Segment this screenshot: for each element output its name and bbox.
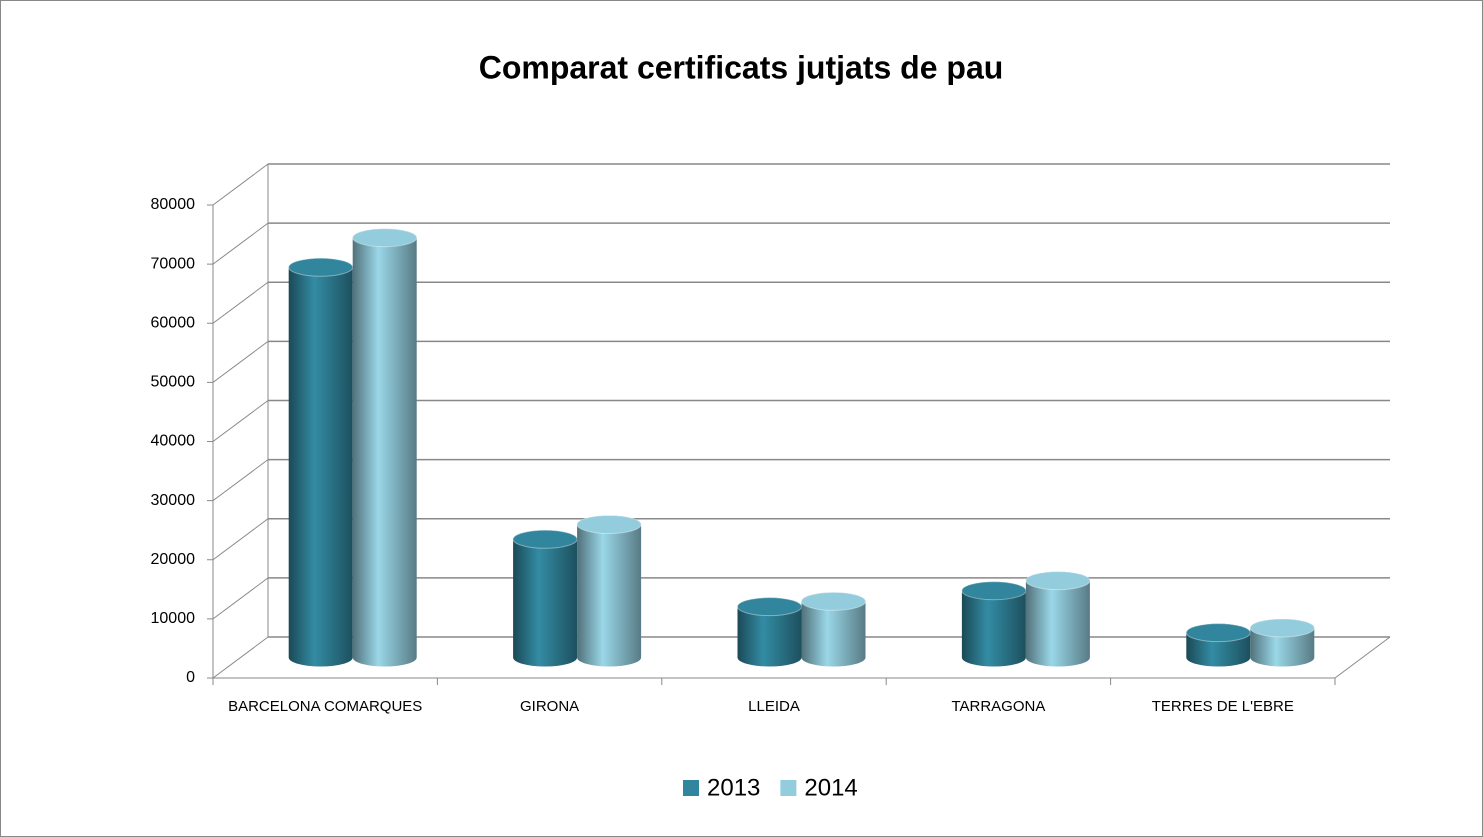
grid-diagonal	[212, 163, 269, 206]
bar	[961, 581, 1026, 667]
y-tick-label: 10000	[151, 610, 196, 627]
bar	[1025, 571, 1090, 667]
y-tick-label: 60000	[151, 314, 196, 331]
bar-top	[576, 514, 642, 534]
bar-top	[961, 581, 1027, 601]
y-tick-label: 40000	[151, 433, 196, 450]
grid-diagonal	[212, 222, 269, 265]
legend-swatch	[683, 780, 699, 796]
grid-diagonal	[212, 577, 269, 620]
grid-diagonal	[212, 340, 269, 383]
x-tick-label: LLEIDA	[748, 698, 800, 715]
grid-diagonal	[212, 281, 269, 324]
grid-diagonal	[212, 459, 269, 502]
x-tick-label: TARRAGONA	[951, 698, 1046, 715]
y-tick-label: 70000	[151, 255, 196, 272]
chart-title: Comparat certificats jutjats de pau	[479, 49, 1004, 85]
bar-top	[1185, 623, 1251, 643]
legend-label: 2013	[707, 774, 760, 801]
bar-top	[737, 597, 802, 617]
legend-label: 2014	[804, 774, 857, 801]
y-tick-label: 80000	[151, 196, 196, 213]
y-tick-label: 0	[186, 669, 195, 686]
grid-diagonal	[212, 400, 269, 442]
grid-diagonal	[212, 518, 269, 561]
bar	[513, 530, 578, 667]
bar	[801, 592, 866, 667]
bar-top	[288, 257, 354, 277]
bar	[352, 228, 417, 667]
bar-top	[1025, 571, 1091, 591]
y-tick-label: 50000	[151, 374, 196, 391]
floor-right	[1334, 636, 1391, 679]
bar-top	[512, 529, 578, 549]
y-tick-label: 20000	[151, 551, 196, 568]
bar-top	[801, 591, 866, 611]
y-tick-label: 30000	[151, 492, 196, 509]
grid-diagonal	[212, 636, 269, 679]
bar-top	[352, 228, 418, 248]
bar-top	[1249, 618, 1315, 638]
x-tick-label: GIRONA	[520, 698, 580, 715]
x-tick-label: BARCELONA COMARQUES	[228, 698, 423, 715]
bar	[737, 597, 802, 667]
x-tick-label: TERRES DE L'EBRE	[1151, 698, 1294, 715]
bar	[288, 258, 353, 667]
bar	[577, 515, 642, 667]
legend-swatch	[780, 780, 797, 796]
